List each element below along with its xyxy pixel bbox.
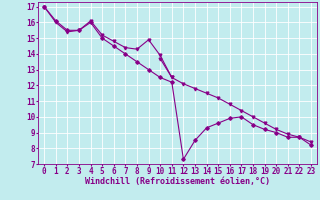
X-axis label: Windchill (Refroidissement éolien,°C): Windchill (Refroidissement éolien,°C) <box>85 177 270 186</box>
